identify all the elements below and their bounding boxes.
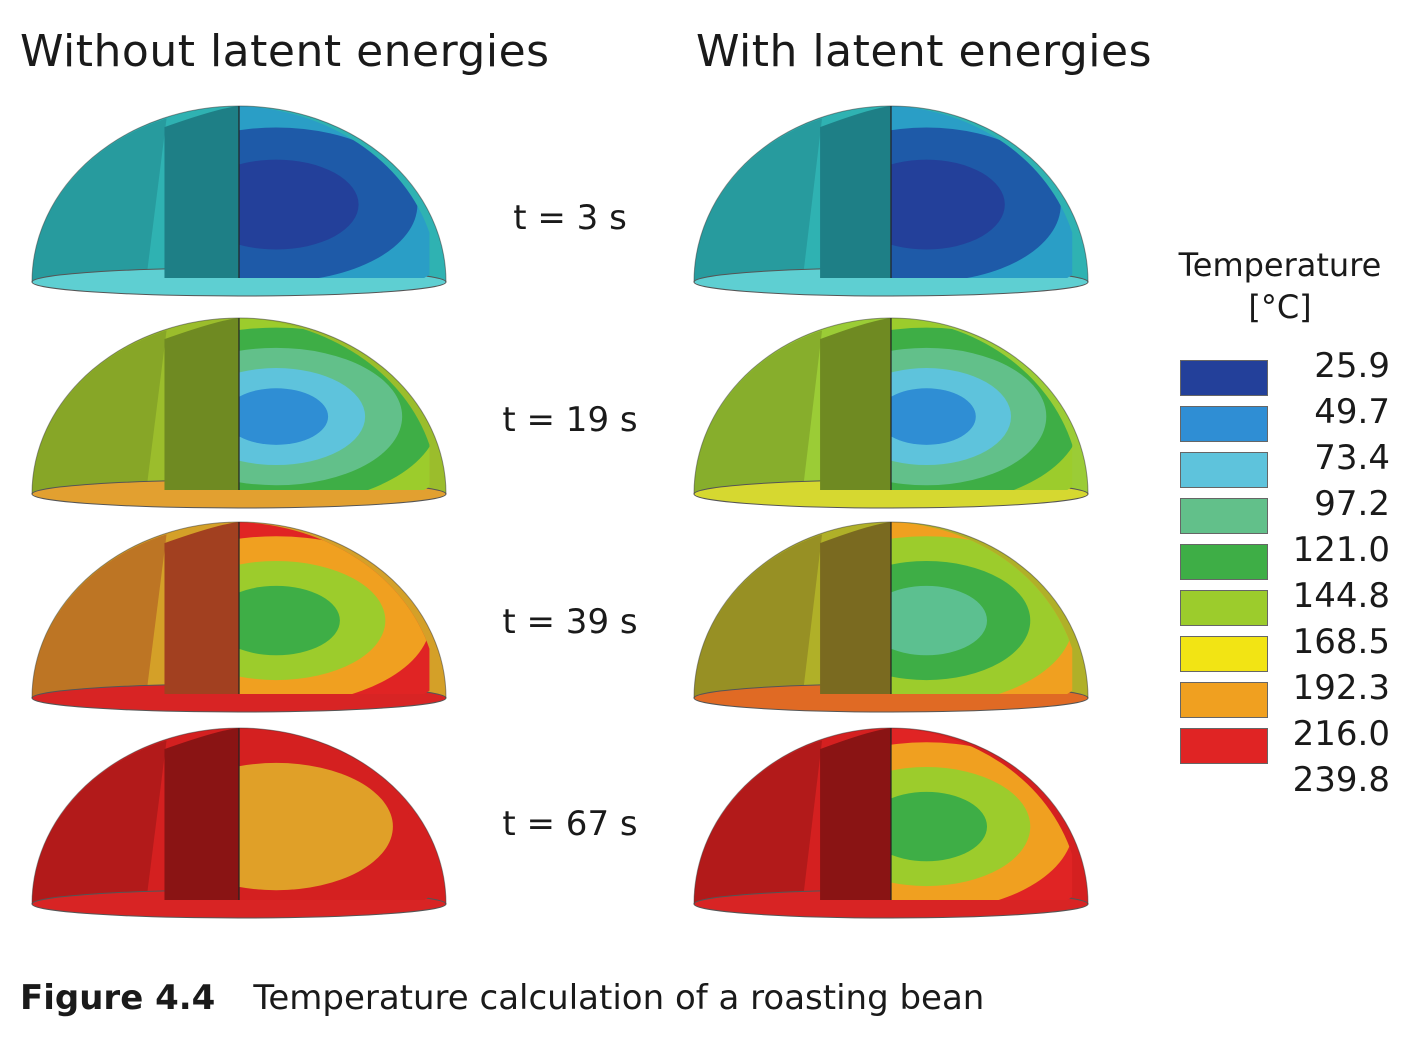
temperature-band [891,791,988,862]
figure-number: Figure 4.4 [20,978,216,1018]
cut-face-left [164,318,239,490]
dome-outline [693,105,1089,283]
caption-text: Temperature calculation of a roasting be… [253,978,985,1018]
legend-value: 192.3 [1292,668,1390,708]
dome-shadow [32,740,167,904]
cut-face-left [820,522,891,694]
time-label-67s: t = 67 s [502,804,638,844]
legend-swatch [1180,544,1268,580]
dome-outline [31,521,447,699]
temperature-band [239,388,329,445]
dome-shadow [32,118,167,282]
figure-caption: Figure 4.4 Temperature calculation of a r… [20,978,984,1018]
dome-shadow [32,330,167,494]
legend-swatch [1180,360,1268,396]
legend-value: 216.0 [1292,714,1390,754]
legend-value: 239.8 [1292,760,1390,800]
legend-swatch [1180,636,1268,672]
legend-unit: [°C] [1248,288,1312,326]
legend-swatch [1180,682,1268,718]
legend-row: 239.8 [1180,760,1390,814]
legend-value: 49.7 [1314,392,1390,432]
legend-row: 97.2 [1180,484,1390,538]
dome-shadow [694,534,823,698]
time-label-3s: t = 3 s [513,198,627,238]
temperature-band [239,159,359,250]
dome-without-latent-t19 [31,317,447,509]
temperature-band [239,762,393,891]
temperature-band [891,585,988,656]
legend-row: 192.3 [1180,668,1390,722]
dome-without-latent-t3 [31,105,447,297]
legend-value: 121.0 [1292,530,1390,570]
cut-face-left [820,728,891,900]
temperature-band [891,388,976,445]
time-label-39s: t = 39 s [502,602,638,642]
dome-without-latent-t39 [31,521,447,713]
dome-outline [31,727,447,905]
legend-value: 25.9 [1314,346,1390,386]
left-column-title: Without latent energies [20,26,550,77]
cut-face-left [164,522,239,694]
temperature-band [239,585,340,656]
legend-swatch [1180,728,1268,764]
legend-value: 144.8 [1292,576,1390,616]
time-label-19s: t = 19 s [502,400,638,440]
dome-with-latent-t39 [693,521,1089,713]
legend-swatch [1180,452,1268,488]
legend-row: 144.8 [1180,576,1390,630]
legend-swatch [1180,590,1268,626]
dome-outline [693,317,1089,495]
right-column-title: With latent energies [696,26,1153,77]
cut-face-left [820,318,891,490]
dome-outline [693,727,1089,905]
legend-row: 121.0 [1180,530,1390,584]
legend-row: 25.9 [1180,346,1390,400]
dome-without-latent-t67 [31,727,447,919]
temperature-band [891,159,1005,250]
cut-face-left [164,106,239,278]
legend-row: 216.0 [1180,714,1390,768]
dome-outline [31,105,447,283]
dome-outline [31,317,447,495]
dome-with-latent-t67 [693,727,1089,919]
dome-shadow [694,118,823,282]
cut-face-left [164,728,239,900]
legend-row: 49.7 [1180,392,1390,446]
legend-swatch [1180,406,1268,442]
legend-value: 97.2 [1314,484,1390,524]
dome-with-latent-t19 [693,317,1089,509]
dome-shadow [694,740,823,904]
dome-shadow [694,330,823,494]
legend-title: Temperature [1178,246,1382,284]
cut-face-left [820,106,891,278]
dome-outline [693,521,1089,699]
legend-value: 168.5 [1292,622,1390,662]
legend-row: 168.5 [1180,622,1390,676]
dome-with-latent-t3 [693,105,1089,297]
legend-value: 73.4 [1314,438,1390,478]
legend-row: 73.4 [1180,438,1390,492]
legend-swatch [1180,498,1268,534]
dome-shadow [32,534,167,698]
